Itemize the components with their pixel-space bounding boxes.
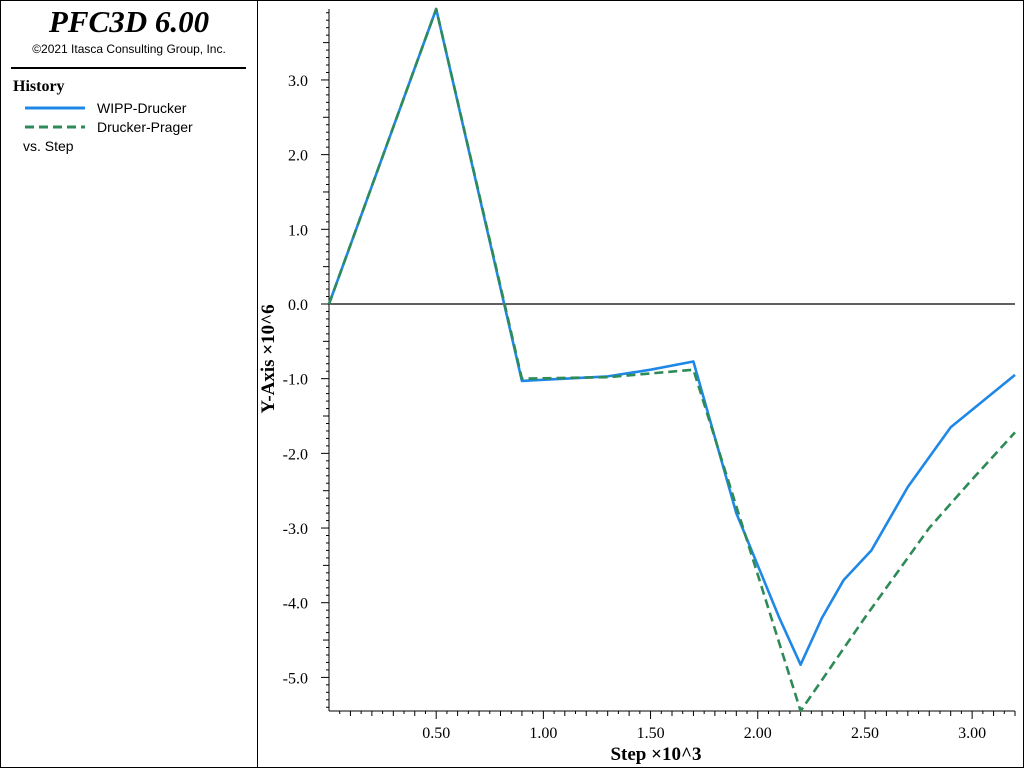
series-layer — [327, 7, 1016, 713]
y-tick-label: 3.0 — [288, 73, 308, 90]
y-tick-label: -3.0 — [283, 521, 308, 538]
x-tick-label: 1.00 — [529, 725, 557, 742]
chart-axes — [328, 9, 1015, 712]
legend-label-drucker-prager: Drucker-Prager — [97, 119, 193, 135]
legend-panel: PFC3D 6.00 ©2021 Itasca Consulting Group… — [1, 1, 258, 767]
legend-entry-drucker-prager: Drucker-Prager — [23, 118, 193, 136]
x-tick-label: 2.00 — [744, 725, 772, 742]
chart-area: 0.50 1.00 1.50 2.00 2.50 3.00 3.0 2.0 1.0 0.0 -1.… — [258, 7, 1016, 765]
y-tick-label: -5.0 — [283, 670, 308, 687]
x-axis-ticks: 0.50 1.00 1.50 2.00 2.50 3.00 — [339, 711, 1016, 742]
x-tick-label: 3.00 — [958, 725, 986, 742]
legend-swatch-wipp-drucker — [25, 106, 85, 110]
copyright-text: ©2021 Itasca Consulting Group, Inc. — [32, 42, 226, 56]
app-title: PFC3D 6.00 — [48, 4, 210, 39]
legend-swatch-drucker-prager — [25, 125, 85, 129]
y-axis-ticks: 3.0 2.0 1.0 0.0 -1.0 -2.0 -3.0 -4.0 -5.0 — [283, 12, 329, 708]
legend-footer: vs. Step — [23, 138, 74, 154]
series-line-drucker-prager — [327, 7, 1016, 713]
legend-title: History — [13, 78, 65, 95]
legend-divider — [11, 67, 246, 69]
y-tick-label: 1.0 — [288, 222, 308, 239]
legend-label-wipp-drucker: WIPP-Drucker — [97, 100, 187, 116]
x-tick-label: 1.50 — [637, 725, 665, 742]
series-line-wipp-drucker — [327, 7, 1016, 667]
x-axis-title: Step ×10^3 — [610, 744, 701, 765]
y-tick-label: 0.0 — [288, 297, 308, 314]
y-axis-title: Y-Axis ×10^6 — [258, 304, 279, 413]
y-tick-label: -2.0 — [283, 446, 308, 463]
y-tick-label: -4.0 — [283, 596, 308, 613]
x-tick-label: 2.50 — [851, 725, 879, 742]
y-tick-label: 2.0 — [288, 148, 308, 165]
x-tick-label: 0.50 — [422, 725, 450, 742]
y-tick-label: -1.0 — [283, 372, 308, 389]
legend-entry-wipp-drucker: WIPP-Drucker — [23, 99, 186, 117]
